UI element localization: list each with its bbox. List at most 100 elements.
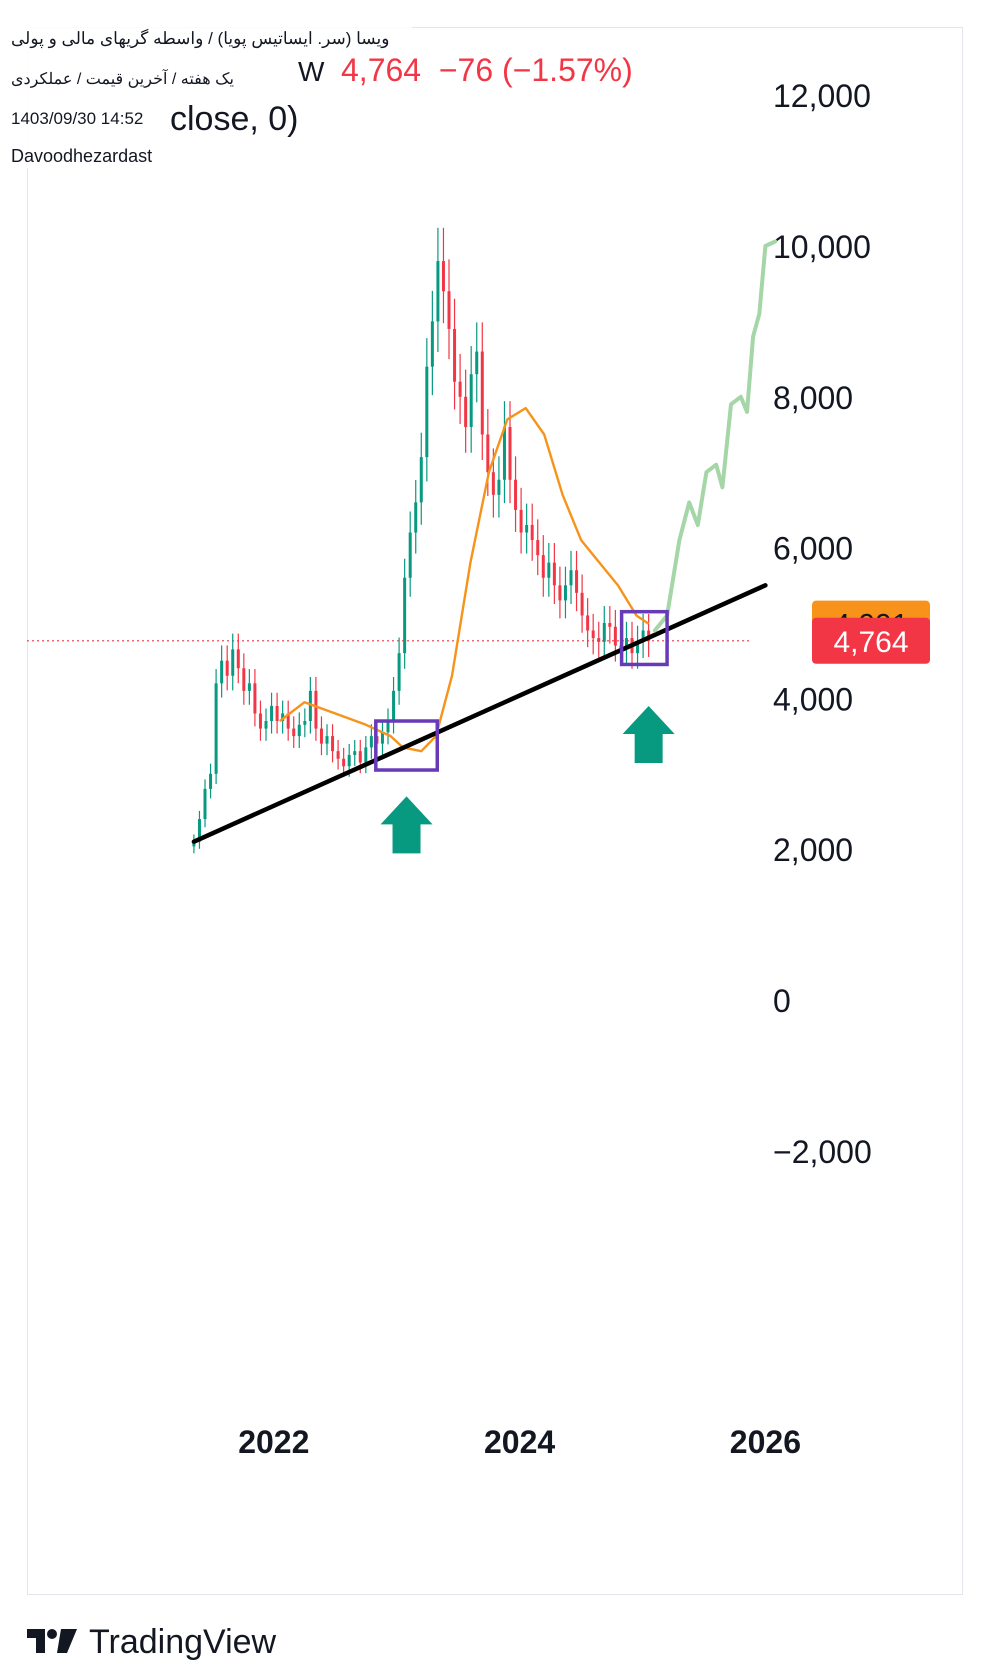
candle-body bbox=[397, 653, 401, 691]
y-tick-label: 8,000 bbox=[773, 380, 853, 416]
candle-body bbox=[486, 434, 490, 473]
candle-body bbox=[214, 683, 218, 774]
candle-body bbox=[314, 690, 318, 729]
candle-body bbox=[597, 638, 601, 642]
candle-body bbox=[530, 524, 534, 541]
candle-body bbox=[380, 732, 384, 744]
price-change-pct: (−1.57%) bbox=[502, 52, 633, 88]
candle-body bbox=[364, 747, 368, 763]
candle-body bbox=[430, 321, 434, 367]
chart-frame bbox=[27, 27, 963, 1595]
candle-body bbox=[319, 728, 323, 744]
candle-body bbox=[358, 751, 362, 763]
projection-path bbox=[652, 239, 778, 633]
y-tick-label: 10,000 bbox=[773, 229, 871, 265]
snapshot-datetime: 1403/09/30 14:52 bbox=[11, 109, 144, 128]
candle-body bbox=[563, 585, 567, 601]
candle-body bbox=[525, 524, 529, 533]
up-arrow-icon bbox=[380, 796, 433, 854]
candle-body bbox=[253, 683, 257, 714]
candle-body bbox=[203, 788, 207, 820]
x-tick-label: 2024 bbox=[484, 1424, 555, 1460]
candle-body bbox=[209, 773, 213, 789]
moving-average-line bbox=[279, 406, 650, 753]
candle-body bbox=[453, 328, 457, 382]
candles bbox=[192, 227, 651, 854]
candle-body bbox=[641, 630, 645, 642]
candle-body bbox=[242, 668, 246, 691]
candle-body bbox=[480, 351, 484, 435]
candle-body bbox=[552, 562, 556, 586]
y-tick-label: 6,000 bbox=[773, 531, 853, 567]
candle-body bbox=[547, 562, 551, 578]
candle-body bbox=[342, 758, 346, 767]
candle-body bbox=[236, 649, 240, 669]
candle-body bbox=[569, 570, 573, 586]
candle-body bbox=[392, 690, 396, 722]
candle-body bbox=[247, 683, 251, 691]
legend-background bbox=[0, 20, 412, 168]
candle-body bbox=[491, 472, 495, 495]
candle-body bbox=[258, 713, 262, 729]
candle-body bbox=[325, 736, 329, 744]
candle-body bbox=[497, 479, 501, 495]
candle-body bbox=[369, 736, 373, 748]
candle-body bbox=[580, 592, 584, 616]
candle-body bbox=[419, 457, 423, 503]
candle-body bbox=[536, 540, 540, 556]
candle-body bbox=[608, 623, 612, 627]
candle-body bbox=[308, 690, 312, 722]
candle-body bbox=[558, 585, 562, 601]
y-tick-label: 2,000 bbox=[773, 832, 853, 868]
author-name: Davoodhezardast bbox=[11, 146, 153, 166]
candle-body bbox=[624, 638, 628, 650]
candle-body bbox=[575, 570, 579, 593]
candle-body bbox=[292, 728, 296, 737]
candle-body bbox=[414, 502, 418, 533]
candle-body bbox=[331, 736, 335, 752]
tradingview-logo-icon bbox=[27, 1629, 77, 1653]
y-tick-label: 4,000 bbox=[773, 681, 853, 717]
legend-ma-label: close, 0) bbox=[170, 100, 299, 138]
last-price-label: 4,764 bbox=[833, 626, 908, 659]
candle-body bbox=[591, 630, 595, 639]
candle-body bbox=[502, 426, 506, 480]
candle-body bbox=[286, 713, 290, 729]
last-price-badge bbox=[812, 617, 930, 664]
price-readout: 4,764 −76 (−1.57%) bbox=[341, 52, 633, 89]
candle-body bbox=[353, 751, 357, 755]
candle-body bbox=[508, 426, 512, 480]
highlight-box bbox=[374, 719, 440, 772]
last-price: 4,764 bbox=[341, 52, 422, 88]
legend-ghost-prefix: W bbox=[298, 56, 325, 87]
candle-body bbox=[297, 724, 301, 737]
candle-body bbox=[602, 623, 606, 642]
candle-body bbox=[447, 291, 451, 329]
candle-body bbox=[275, 705, 279, 722]
candle-body bbox=[386, 721, 390, 733]
candle-body bbox=[436, 261, 440, 322]
candle-body bbox=[636, 641, 640, 654]
candle-body bbox=[403, 577, 407, 654]
y-tick-label: 0 bbox=[773, 983, 791, 1019]
candle-body bbox=[225, 660, 229, 676]
candle-body bbox=[458, 381, 462, 397]
highlight-box bbox=[619, 609, 669, 667]
brand-name: TradingView bbox=[89, 1622, 277, 1661]
candle-body bbox=[408, 532, 412, 578]
candle-body bbox=[441, 261, 445, 292]
candle-body bbox=[264, 721, 268, 729]
candle-body bbox=[475, 351, 479, 375]
support-trendline bbox=[191, 583, 768, 844]
candle-body bbox=[347, 754, 351, 767]
candle-body bbox=[197, 819, 201, 842]
candle-body bbox=[281, 713, 285, 722]
candle-body bbox=[270, 705, 274, 722]
candle-body bbox=[586, 615, 590, 631]
x-tick-label: 2022 bbox=[238, 1424, 309, 1460]
candle-body bbox=[336, 751, 340, 759]
candle-body bbox=[464, 396, 468, 427]
symbol-title: ویسا (سر. ایساتیس پویا) / واسطه گریهای م… bbox=[11, 29, 390, 48]
tradingview-branding[interactable]: TradingView bbox=[27, 1622, 276, 1662]
